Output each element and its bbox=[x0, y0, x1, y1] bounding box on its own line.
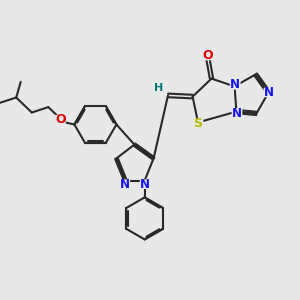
FancyBboxPatch shape bbox=[154, 83, 164, 93]
FancyBboxPatch shape bbox=[202, 51, 213, 60]
FancyBboxPatch shape bbox=[140, 179, 151, 189]
FancyBboxPatch shape bbox=[232, 108, 242, 118]
FancyBboxPatch shape bbox=[230, 80, 241, 90]
Text: O: O bbox=[202, 49, 213, 62]
FancyBboxPatch shape bbox=[55, 115, 66, 124]
Text: N: N bbox=[120, 178, 130, 191]
Text: S: S bbox=[194, 117, 202, 130]
Text: N: N bbox=[264, 86, 274, 99]
Text: N: N bbox=[230, 78, 240, 92]
FancyBboxPatch shape bbox=[264, 88, 274, 97]
Text: N: N bbox=[232, 106, 242, 120]
Text: N: N bbox=[140, 178, 150, 191]
Text: O: O bbox=[55, 113, 66, 126]
FancyBboxPatch shape bbox=[193, 119, 203, 129]
FancyBboxPatch shape bbox=[119, 179, 130, 189]
Text: H: H bbox=[154, 83, 164, 93]
